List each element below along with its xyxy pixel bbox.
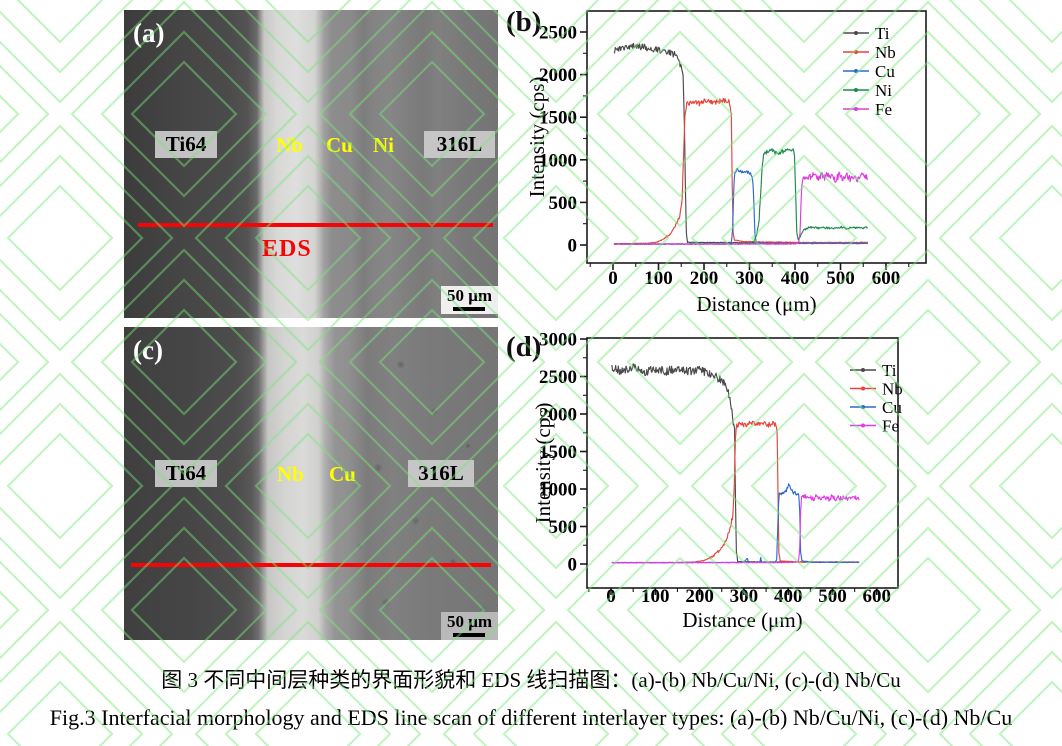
legend-label-Nb: Nb bbox=[882, 380, 903, 399]
series-Fe bbox=[611, 494, 860, 564]
legend-marker-Fe bbox=[854, 107, 858, 111]
y-tick-label: 0 bbox=[568, 555, 578, 576]
legend-marker-Ni bbox=[854, 88, 858, 92]
x-tick-label: 500 bbox=[818, 586, 847, 607]
eds-label-a: EDS bbox=[262, 236, 312, 262]
x-tick-label: 300 bbox=[730, 586, 759, 607]
eds-scan-line-c bbox=[131, 563, 491, 567]
panel-b-letter: (b) bbox=[506, 6, 542, 38]
layer-label-ni-a: Ni bbox=[373, 133, 394, 157]
series-Cu bbox=[613, 168, 869, 245]
y-tick-label: 2000 bbox=[539, 65, 577, 86]
caption-chinese: 图 3 不同中间层种类的界面形貌和 EDS 线扫描图：(a)-(b) Nb/Cu… bbox=[161, 668, 901, 692]
legend-marker-Cu bbox=[861, 405, 865, 409]
x-tick-label: 400 bbox=[774, 586, 803, 607]
y-tick-label: 500 bbox=[549, 193, 578, 214]
legend-label-Nb: Nb bbox=[875, 43, 896, 62]
series-Nb bbox=[613, 98, 868, 245]
legend-marker-Nb bbox=[861, 386, 865, 391]
layer-label-nb-a: Nb bbox=[276, 133, 303, 157]
y-tick-label: 1500 bbox=[539, 108, 577, 129]
eds-chart-d: 0 100 200 300 400 500 600 0 500 1000 1500 2000 2500 3… bbox=[531, 330, 903, 633]
region-label-316l-c: 316L bbox=[408, 460, 474, 487]
x-tick-label: 500 bbox=[826, 268, 855, 289]
caption-english: Fig.3 Interfacial morphology and EDS lin… bbox=[49, 705, 1013, 730]
panel-c-letter: (c) bbox=[133, 335, 163, 365]
legend-label-Fe: Fe bbox=[882, 417, 899, 436]
x-tick-label: 300 bbox=[735, 268, 764, 289]
legend-label-Fe: Fe bbox=[875, 100, 892, 119]
series-Ti bbox=[611, 363, 860, 563]
y-tick-label: 500 bbox=[549, 517, 578, 538]
legend-label-Cu: Cu bbox=[882, 398, 902, 417]
series-Fe bbox=[613, 171, 868, 246]
y-tick-label: 3000 bbox=[539, 330, 577, 351]
region-label-316l-a: 316L bbox=[424, 131, 495, 158]
y-tick-label: 2500 bbox=[539, 367, 577, 388]
layer-label-cu-c: Cu bbox=[329, 462, 356, 486]
scale-bar-a: 50 μm bbox=[441, 286, 498, 314]
scale-bar-c: 50 μm bbox=[441, 612, 498, 640]
y-axis-title: Intensity (cps) bbox=[525, 77, 549, 198]
legend-label-Ti: Ti bbox=[875, 24, 890, 43]
y-tick-label: 1000 bbox=[539, 480, 577, 501]
series-Ni bbox=[613, 148, 869, 245]
axes bbox=[580, 10, 927, 270]
legend-label-Ni: Ni bbox=[875, 81, 892, 100]
x-tick-label: 100 bbox=[641, 586, 670, 607]
series-Ti bbox=[613, 42, 868, 244]
legend-marker-Nb bbox=[854, 50, 858, 54]
eds-scan-line-a bbox=[138, 223, 493, 227]
legend-marker-Cu bbox=[854, 69, 858, 73]
micrograph-panel-a: (a) Ti64 Nb Cu Ni 316L EDS 50 μm bbox=[124, 10, 498, 318]
x-tick-label: 200 bbox=[690, 268, 719, 289]
y-tick-label: 1500 bbox=[539, 442, 577, 463]
panel-a-letter: (a) bbox=[133, 18, 165, 48]
legend-marker-Fe bbox=[861, 423, 865, 428]
legend-marker-Ti bbox=[861, 368, 865, 372]
x-axis-title: Distance (μm) bbox=[682, 608, 802, 632]
y-tick-label: 2500 bbox=[539, 23, 577, 44]
x-axis-title: Distance (μm) bbox=[696, 292, 816, 316]
scale-bar-text-c: 50 μm bbox=[446, 612, 493, 631]
x-tick-label: 0 bbox=[606, 586, 616, 607]
x-tick-label: 600 bbox=[863, 586, 892, 607]
layer-label-cu-a: Cu bbox=[326, 133, 353, 157]
legend-marker-Ti bbox=[854, 31, 858, 35]
x-tick-label: 600 bbox=[872, 268, 901, 289]
region-label-ti64-a: Ti64 bbox=[155, 131, 217, 158]
y-tick-label: 1000 bbox=[539, 150, 577, 171]
region-label-ti64-c: Ti64 bbox=[155, 460, 217, 487]
x-tick-label: 200 bbox=[685, 586, 714, 607]
y-tick-label: 0 bbox=[568, 236, 578, 257]
panel-d-letter: (d) bbox=[506, 331, 542, 363]
scale-bar-line-c bbox=[453, 633, 485, 637]
x-tick-label: 100 bbox=[644, 268, 673, 289]
axes bbox=[580, 337, 899, 595]
legend-label-Ti: Ti bbox=[882, 361, 897, 380]
y-tick-label: 2000 bbox=[539, 405, 577, 426]
eds-chart-b: 0 100 200 300 400 500 600 0 500 1000 1500 2000 2500 D… bbox=[525, 10, 927, 316]
x-tick-label: 400 bbox=[781, 268, 810, 289]
y-axis-title: Intensity (cps) bbox=[531, 403, 555, 524]
scale-bar-text-a: 50 μm bbox=[446, 286, 493, 305]
layer-label-nb-c: Nb bbox=[277, 462, 304, 486]
legend-label-Cu: Cu bbox=[875, 62, 895, 81]
micrograph-panel-c: (c) Ti64 Nb Cu 316L 50 μm bbox=[124, 327, 498, 640]
x-tick-label: 0 bbox=[608, 268, 618, 289]
scale-bar-line-a bbox=[453, 307, 485, 311]
